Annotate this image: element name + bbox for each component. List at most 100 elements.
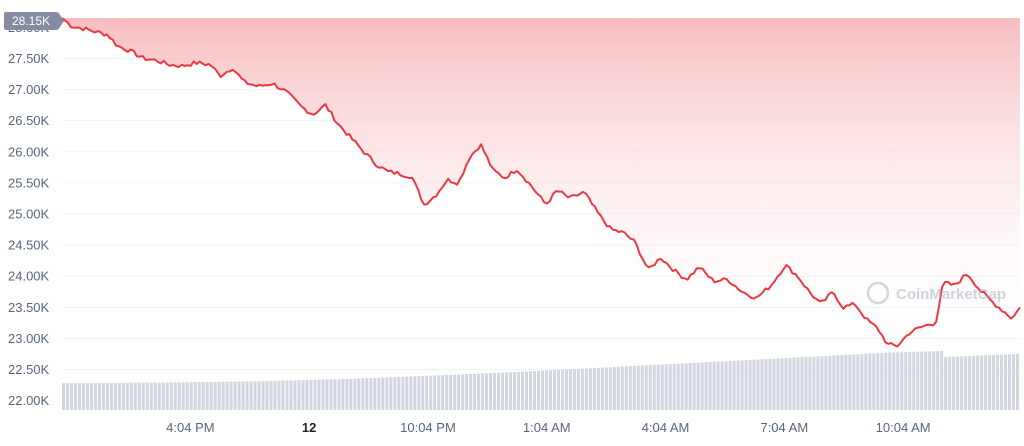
x-tick-label: 10:04 AM (876, 420, 931, 435)
volume-bar (321, 379, 325, 410)
volume-bar (820, 356, 824, 410)
volume-bar (421, 376, 425, 410)
volume-bar (996, 354, 1000, 410)
volume-bar (964, 356, 968, 410)
y-tick-label: 27.00K (8, 82, 50, 97)
volume-bar (169, 382, 173, 410)
volume-bar (656, 364, 660, 410)
volume-bar (980, 355, 984, 410)
volume-bar (445, 375, 449, 410)
volume-bar (413, 376, 417, 410)
volume-bar (105, 382, 109, 410)
volume-bar (405, 376, 409, 410)
volume-bar (369, 378, 373, 410)
volume-bar (708, 361, 712, 410)
volume-bar (137, 382, 141, 410)
volume-bar (77, 383, 81, 410)
volume-bar (261, 381, 265, 410)
volume-bar (580, 368, 584, 410)
volume-bar (297, 380, 301, 410)
volume-bar (600, 367, 604, 410)
volume-bar (796, 357, 800, 410)
volume-bar (221, 381, 225, 410)
volume-bar (381, 377, 385, 410)
volume-bar (564, 369, 568, 410)
volume-bar (968, 356, 972, 410)
volume-bar (628, 366, 632, 410)
y-tick-label: 24.50K (8, 238, 50, 253)
volume-bar (648, 365, 652, 410)
volume-bar (836, 355, 840, 410)
volume-bar (389, 377, 393, 410)
volume-bar (225, 381, 229, 410)
volume-bar (181, 382, 185, 410)
volume-bar (972, 355, 976, 410)
volume-bar (872, 353, 876, 410)
volume-bar (592, 368, 596, 410)
volume-bar (189, 382, 193, 410)
volume-bar (640, 365, 644, 410)
volume-bar (848, 354, 852, 410)
volume-bar (612, 366, 616, 410)
volume-bar (449, 374, 453, 410)
volume-bar (305, 379, 309, 410)
volume-bar (952, 356, 956, 410)
volume-bar (201, 382, 205, 410)
volume-bar (912, 351, 916, 410)
volume-bar (513, 371, 517, 410)
volume-bar (469, 373, 473, 410)
volume-bar (385, 377, 389, 410)
volume-bar (804, 357, 808, 410)
volume-bar (149, 382, 153, 410)
volume-bar (177, 382, 181, 410)
volume-bar (844, 354, 848, 410)
volume-bar (257, 381, 261, 410)
y-tick-label: 24.00K (8, 269, 50, 284)
volume-bar (576, 368, 580, 410)
volume-bar (760, 359, 764, 410)
volume-bar (161, 382, 165, 410)
volume-bar (333, 379, 337, 410)
volume-bar (357, 378, 361, 410)
volume-bar (800, 357, 804, 410)
volume-bar (668, 364, 672, 410)
volume-bar (936, 351, 940, 410)
volume-bar (425, 375, 429, 410)
volume-bar (632, 365, 636, 410)
y-tick-label: 25.00K (8, 207, 50, 222)
price-tag-label: 28.15K (12, 14, 50, 28)
volume-bar (237, 381, 241, 410)
volume-bar (852, 354, 856, 410)
volume-bar (856, 354, 860, 410)
volume-bar (205, 381, 209, 410)
volume-bar (740, 360, 744, 410)
volume-bar (97, 383, 101, 410)
volume-bar (209, 381, 213, 410)
volume-bar (433, 375, 437, 410)
volume-bar (664, 364, 668, 410)
volume-bar (788, 357, 792, 410)
volume-bar (692, 362, 696, 410)
volume-bar (560, 369, 564, 410)
coinmarketcap-logo-icon (866, 281, 890, 305)
volume-bar (976, 355, 980, 410)
watermark: CoinMarketCap (866, 281, 1006, 305)
volume-bar (393, 377, 397, 410)
volume-bar (748, 359, 752, 410)
volume-bar (864, 353, 868, 410)
volume-bar (616, 366, 620, 410)
volume-bar (860, 354, 864, 410)
volume-bar (624, 366, 628, 410)
volume-bar (517, 371, 521, 410)
x-tick-label: 4:04 AM (642, 420, 690, 435)
volume-bar (289, 380, 293, 410)
volume-bar (776, 358, 780, 410)
volume-bar (652, 364, 656, 410)
y-tick-label: 23.00K (8, 331, 50, 346)
volume-bar (317, 379, 321, 410)
y-tick-label: 26.00K (8, 144, 50, 159)
y-axis-ticks: 22.00K 22.50K 23.00K 23.50K 24.00K 24.50K 25.0… (8, 20, 50, 408)
volume-bar (768, 358, 772, 410)
volume-bar (193, 382, 197, 410)
x-tick-label: 7:04 AM (760, 420, 808, 435)
